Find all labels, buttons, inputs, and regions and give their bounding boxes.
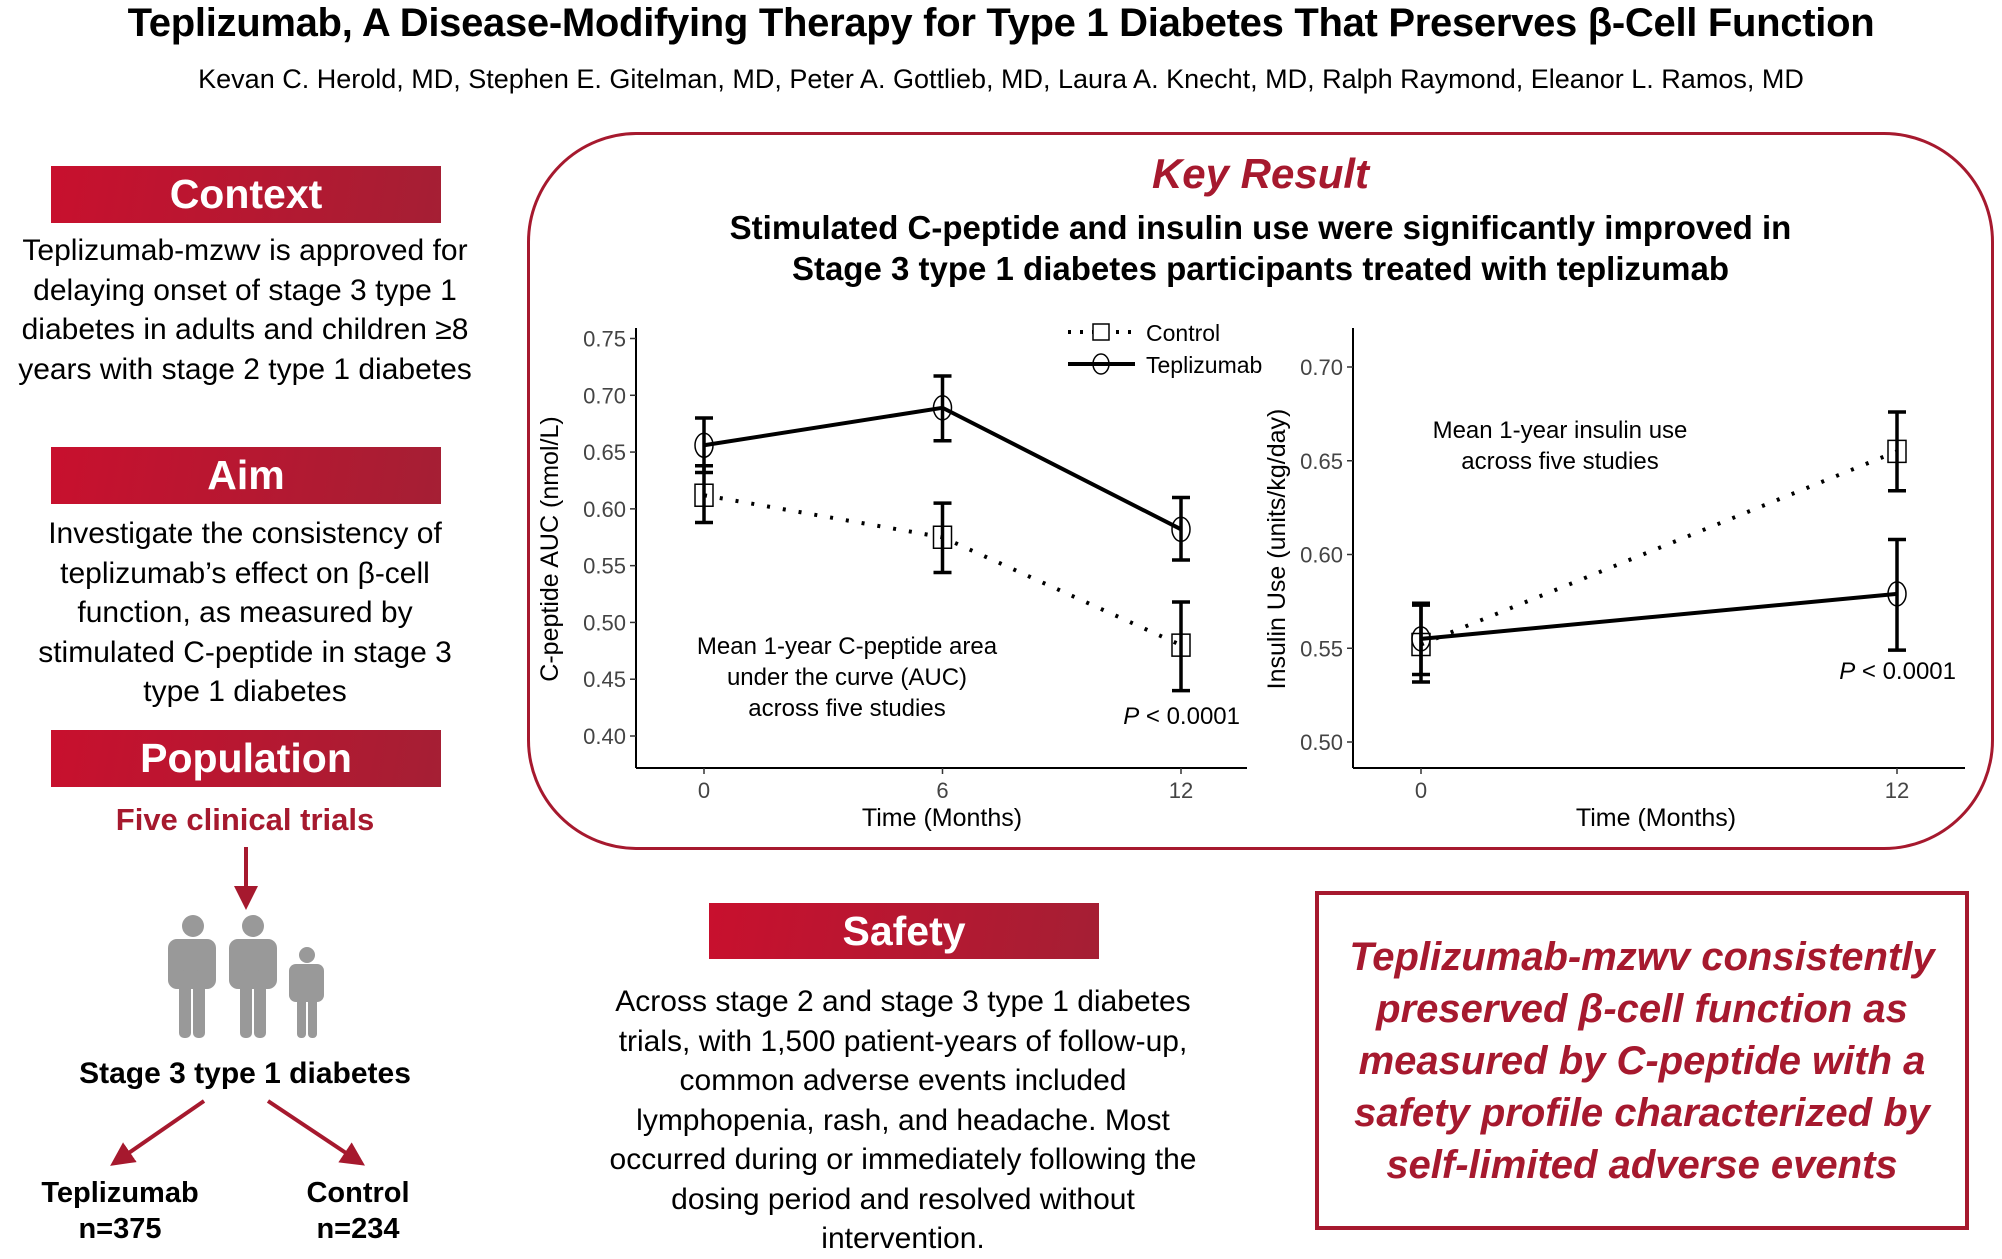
arrow-to-teplizumab-icon (110, 1099, 206, 1166)
safety-text: Across stage 2 and stage 3 type 1 diabet… (609, 985, 1197, 1255)
y-tick-label: 0.65 (583, 440, 626, 465)
x-tick-label: 12 (1169, 778, 1193, 803)
chart-annotation: under the curve (AUC) (727, 664, 967, 691)
series-line-teplizumab (1420, 591, 1898, 641)
p-value-label: P < 0.0001 (1123, 703, 1240, 730)
authors: Kevan C. Herold, MD, Stephen E. Gitelman… (198, 64, 1804, 94)
arm-teplizumab: Teplizumab n=375 (20, 1175, 220, 1247)
key-result-panel (527, 132, 1994, 850)
y-tick-label: 0.70 (1300, 355, 1343, 380)
x-axis-label: Time (Months) (1576, 804, 1736, 832)
arm-n: n=234 (316, 1213, 400, 1245)
y-tick-label: 0.40 (583, 724, 626, 749)
p-value-label: P < 0.0001 (1839, 658, 1956, 685)
y-tick-label: 0.50 (1300, 730, 1343, 755)
context-heading: Context (51, 166, 441, 223)
data-point-square (1171, 633, 1191, 657)
page-title: Teplizumab, A Disease-Modifying Therapy … (127, 1, 1875, 45)
chart-annotation: across five studies (748, 695, 945, 722)
chart-annotation: Mean 1-year insulin use (1433, 417, 1688, 444)
chart-annotation: Mean 1-year C-peptide area (697, 633, 998, 660)
population-diagram (110, 847, 365, 1166)
y-tick-label: 0.55 (1300, 636, 1343, 661)
aim-text: Investigate the consistency of teplizuma… (38, 517, 452, 708)
data-point-circle (1171, 516, 1191, 543)
adult-person-icon (229, 915, 277, 1038)
arrow-to-control-icon (266, 1099, 365, 1166)
y-tick-label: 0.70 (583, 383, 626, 408)
x-tick-label: 6 (936, 778, 948, 803)
y-tick-label: 0.50 (583, 610, 626, 635)
population-heading: Population (51, 730, 441, 787)
x-axis-label: Time (Months) (862, 804, 1022, 832)
context-text: Teplizumab-mzwv is approved for delaying… (18, 234, 472, 386)
key-result-subtitle: Stimulated C-peptide and insulin use wer… (527, 207, 1994, 289)
y-tick-label: 0.55 (583, 554, 626, 579)
subtitle-line: Stage 3 type 1 diabetes participants tre… (791, 250, 1730, 287)
data-point-circle (1411, 626, 1431, 652)
data-point-square (694, 483, 714, 507)
data-point-circle (932, 395, 953, 421)
x-tick-label: 0 (1415, 778, 1427, 803)
child-person-icon (289, 947, 324, 1038)
insulin-use-chart: Insulin Use (units/kg/day) Time (Months)… (1263, 328, 1965, 832)
key-result-title: Key Result (1151, 150, 1370, 197)
aim-heading: Aim (51, 447, 441, 504)
data-point-square (932, 525, 953, 549)
x-tick-label: 0 (698, 778, 710, 803)
data-point-circle (1887, 581, 1907, 607)
legend-teplizumab-label: Teplizumab (1146, 352, 1262, 378)
adult-person-icon (168, 915, 216, 1038)
data-point-square (1887, 439, 1907, 464)
data-point-circle (694, 432, 714, 459)
people-icon (168, 915, 324, 1038)
y-axis-label: C-peptide AUC (nmol/L) (536, 416, 564, 681)
arm-control: Control n=234 (258, 1175, 458, 1247)
series-line-control (1420, 449, 1898, 647)
arm-n: n=375 (78, 1213, 162, 1245)
legend-control-label: Control (1146, 320, 1220, 346)
legend-square-marker-icon (1092, 323, 1110, 341)
c-peptide-chart: C-peptide AUC (nmol/L) Time (Months) Mea… (536, 320, 1262, 832)
y-tick-label: 0.60 (583, 497, 626, 522)
y-tick-label: 0.65 (1300, 449, 1343, 474)
x-tick-label: 12 (1885, 778, 1909, 803)
population-cohort: Stage 3 type 1 diabetes (79, 1057, 411, 1090)
arm-name: Teplizumab (41, 1177, 199, 1209)
chart-annotation: across five studies (1461, 448, 1658, 475)
safety-heading: Safety (709, 903, 1099, 959)
y-tick-label: 0.75 (583, 327, 626, 352)
arm-name: Control (306, 1177, 410, 1209)
y-tick-label: 0.60 (1300, 543, 1343, 568)
y-axis-label: Insulin Use (units/kg/day) (1263, 409, 1291, 690)
conclusion-box: Teplizumab-mzwv consistently preserved β… (1315, 891, 1969, 1230)
subtitle-line: Stimulated C-peptide and insulin use wer… (729, 209, 1792, 246)
population-source: Five clinical trials (115, 802, 375, 837)
legend: Control Teplizumab (1068, 320, 1262, 378)
y-tick-label: 0.45 (583, 667, 626, 692)
legend-circle-marker-icon (1092, 353, 1110, 375)
